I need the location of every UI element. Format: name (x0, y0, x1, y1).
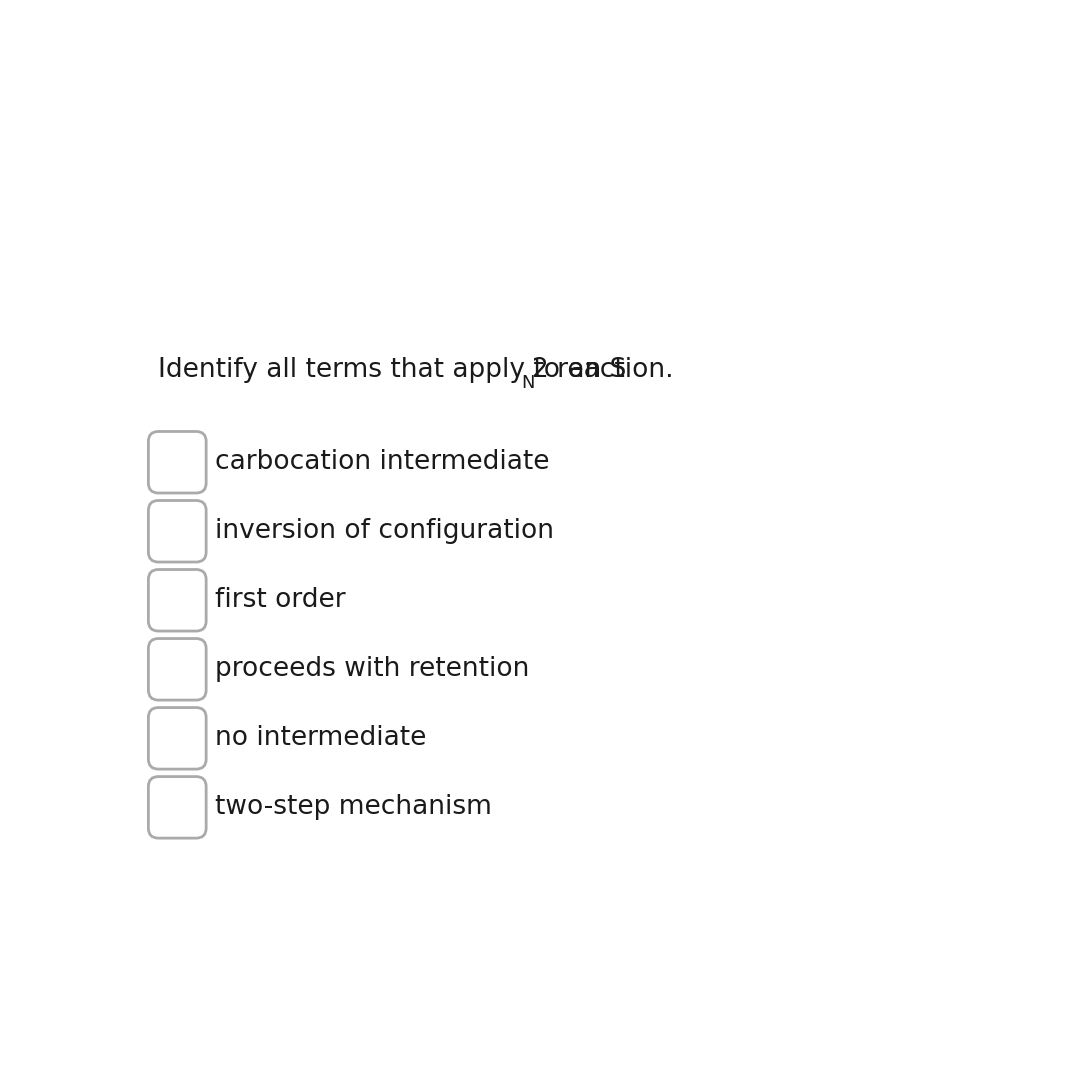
FancyBboxPatch shape (148, 569, 206, 631)
FancyBboxPatch shape (148, 638, 206, 700)
Text: proceeds with retention: proceeds with retention (215, 657, 529, 683)
Text: carbocation intermediate: carbocation intermediate (215, 449, 549, 475)
FancyBboxPatch shape (148, 777, 206, 838)
FancyBboxPatch shape (148, 707, 206, 769)
Text: Identify all terms that apply to an S: Identify all terms that apply to an S (159, 357, 626, 383)
Text: N: N (522, 374, 535, 392)
FancyBboxPatch shape (148, 432, 206, 492)
Text: 2 reaction.: 2 reaction. (531, 357, 674, 383)
FancyBboxPatch shape (148, 500, 206, 562)
Text: first order: first order (215, 588, 346, 613)
Text: no intermediate: no intermediate (215, 726, 426, 752)
Text: two-step mechanism: two-step mechanism (215, 795, 491, 821)
Text: inversion of configuration: inversion of configuration (215, 518, 554, 544)
